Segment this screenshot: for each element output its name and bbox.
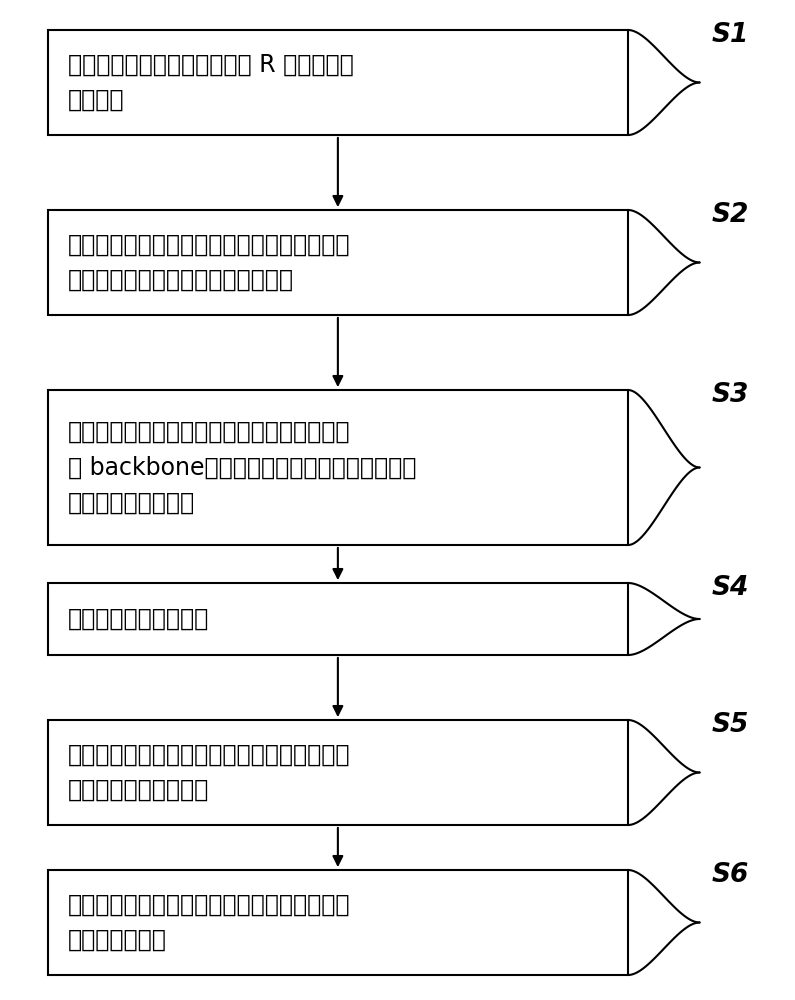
Bar	[48, 390, 628, 545]
Text: S6: S6	[712, 862, 749, 888]
Text: 从临床样本中收集正常病人的 R 带染色体核
型图像；: 从临床样本中收集正常病人的 R 带染色体核 型图像；	[68, 53, 353, 112]
Bar	[48, 583, 628, 655]
Text: 建立基于分组辅助的染色体识别模型，构建网
络 backbone、分组辅助模块、特征融合模块，
设计模型损失函数；: 建立基于分组辅助的染色体识别模型，构建网 络 backbone、分组辅助模块、特…	[68, 420, 416, 515]
Text: S4: S4	[712, 575, 749, 601]
Bar	[48, 210, 628, 315]
Text: 用训练好的模型对测试集上样本测试，得到每
条染色体的标号信息；: 用训练好的模型对测试集上样本测试，得到每 条染色体的标号信息；	[68, 743, 350, 802]
Bar	[48, 30, 628, 135]
Text: 染色体裁切、清洗、标注，染色体尺寸位置归
一化，和构建训练集与测试集样本；: 染色体裁切、清洗、标注，染色体尺寸位置归 一化，和构建训练集与测试集样本；	[68, 233, 350, 292]
Bar	[48, 720, 628, 825]
Text: S5: S5	[712, 712, 749, 738]
Text: 根据识别结果对染色体进行配对、排列，得到
最终的排列图。: 根据识别结果对染色体进行配对、排列，得到 最终的排列图。	[68, 893, 350, 952]
Text: S3: S3	[712, 382, 749, 408]
Text: 染色体识别模型训练；: 染色体识别模型训练；	[68, 607, 209, 631]
Bar	[48, 870, 628, 975]
Text: S2: S2	[712, 202, 749, 228]
Text: S1: S1	[712, 22, 749, 48]
